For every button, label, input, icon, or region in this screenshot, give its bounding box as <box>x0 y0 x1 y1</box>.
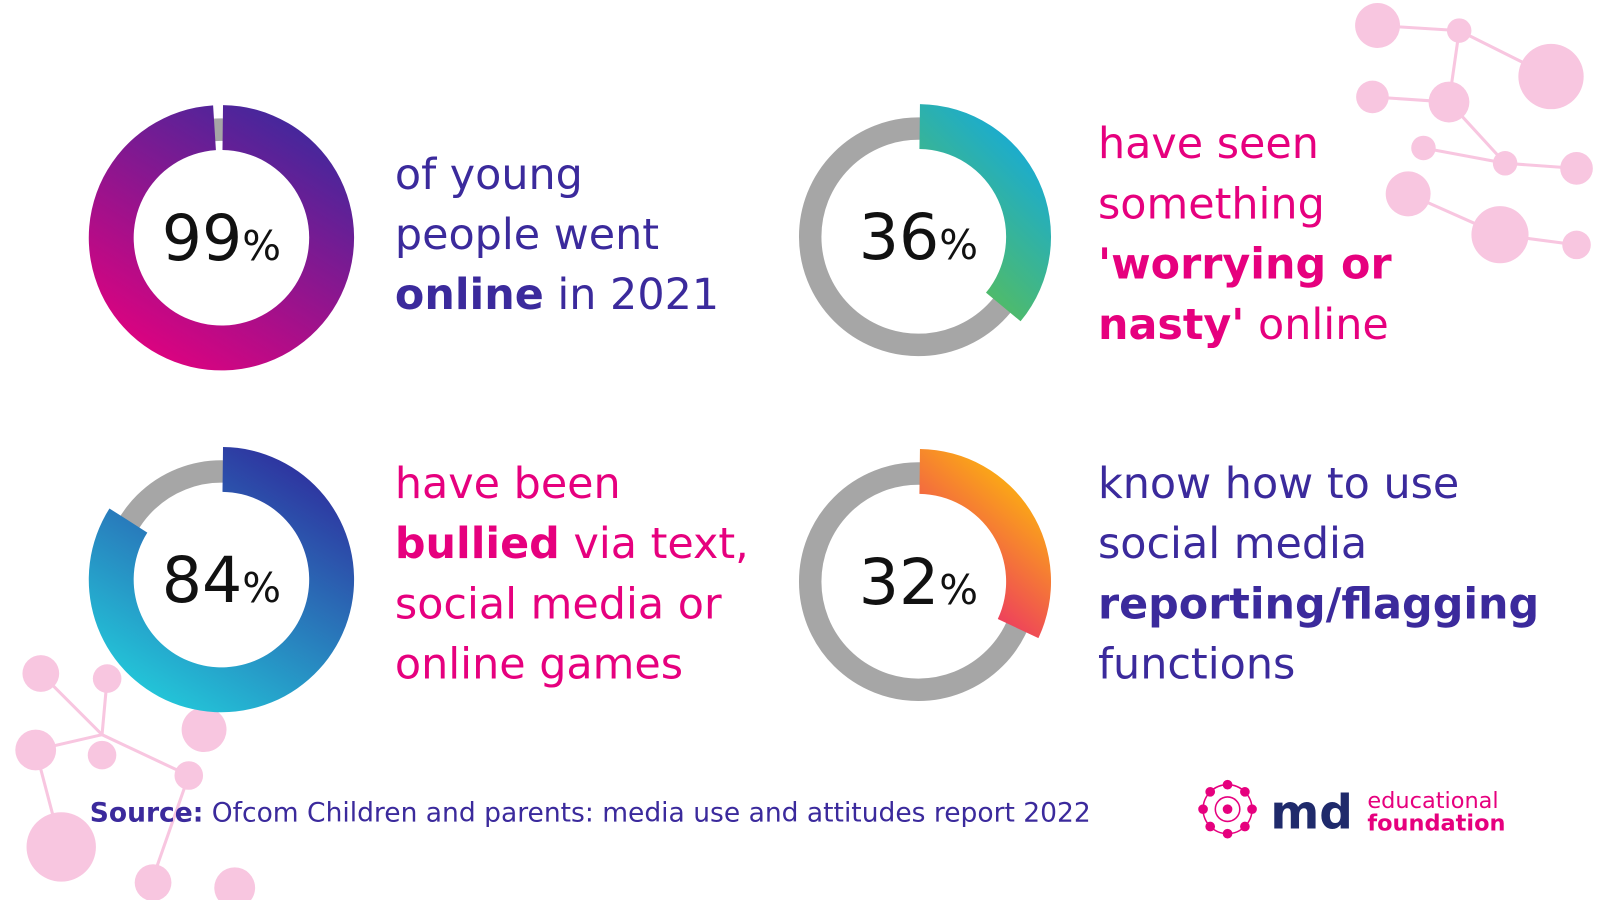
decoration <box>15 3 1593 900</box>
description-line: something <box>1098 179 1325 229</box>
description-line: nasty' online <box>1098 300 1389 350</box>
description-segment: reporting/flagging <box>1098 579 1539 629</box>
description-segment: know how to use <box>1098 459 1459 509</box>
value-label: 84% <box>162 543 281 617</box>
description-line: online in 2021 <box>395 270 719 320</box>
logo: md educational foundation <box>1198 779 1505 841</box>
value-number: 84 <box>162 543 242 617</box>
description-segment: online games <box>395 640 683 690</box>
source-text: Ofcom Children and parents: media use an… <box>203 797 1090 828</box>
description-line: reporting/flagging <box>1098 579 1539 629</box>
description-segment: 'worrying or <box>1098 240 1392 290</box>
description-line: functions <box>1098 640 1295 690</box>
value-unit: % <box>939 566 978 614</box>
donut-arc <box>88 446 355 713</box>
description-line: of young <box>395 150 583 200</box>
value-unit: % <box>242 564 281 612</box>
description-segment: bullied <box>395 519 560 569</box>
description-line: have seen <box>1098 119 1319 169</box>
description-segment: via text, <box>560 519 749 569</box>
donut-arc <box>919 104 1052 322</box>
value-label: 32% <box>859 545 978 619</box>
description-segment: online <box>1244 300 1388 350</box>
description-segment: in 2021 <box>544 270 719 320</box>
value-number: 36 <box>859 200 939 274</box>
logo-line1: educational <box>1367 788 1498 814</box>
description-segment: have seen <box>1098 119 1319 169</box>
description-segment: social media <box>1098 519 1367 569</box>
description-segment: something <box>1098 179 1325 229</box>
description-line: know how to use <box>1098 459 1459 509</box>
description-segment: nasty' <box>1098 300 1244 350</box>
description-segment: online <box>395 270 544 320</box>
description-line: people went <box>395 210 659 260</box>
value-label: 36% <box>859 200 978 274</box>
description-segment: functions <box>1098 640 1295 690</box>
source: Source: Ofcom Children and parents: medi… <box>90 797 1091 828</box>
description-segment: of young <box>395 150 583 200</box>
description-line: bullied via text, <box>395 519 749 569</box>
description-line: online games <box>395 640 683 690</box>
value-number: 99 <box>162 201 242 275</box>
logo-line2: foundation <box>1367 811 1505 837</box>
description-line: social media or <box>395 579 722 629</box>
value-unit: % <box>242 222 281 270</box>
logo-mark: md <box>1270 786 1352 841</box>
description-line: social media <box>1098 519 1367 569</box>
value-label: 99% <box>162 201 281 275</box>
description-segment: people went <box>395 210 659 260</box>
description-line: have been <box>395 459 621 509</box>
donut-arc <box>919 448 1052 639</box>
description-segment: have been <box>395 459 621 509</box>
source-label: Source: <box>90 797 204 828</box>
description-segment: social media or <box>395 579 722 629</box>
value-number: 32 <box>859 545 939 619</box>
donut-arc <box>88 105 355 371</box>
description-line: 'worrying or <box>1098 240 1392 290</box>
value-unit: % <box>939 221 978 269</box>
